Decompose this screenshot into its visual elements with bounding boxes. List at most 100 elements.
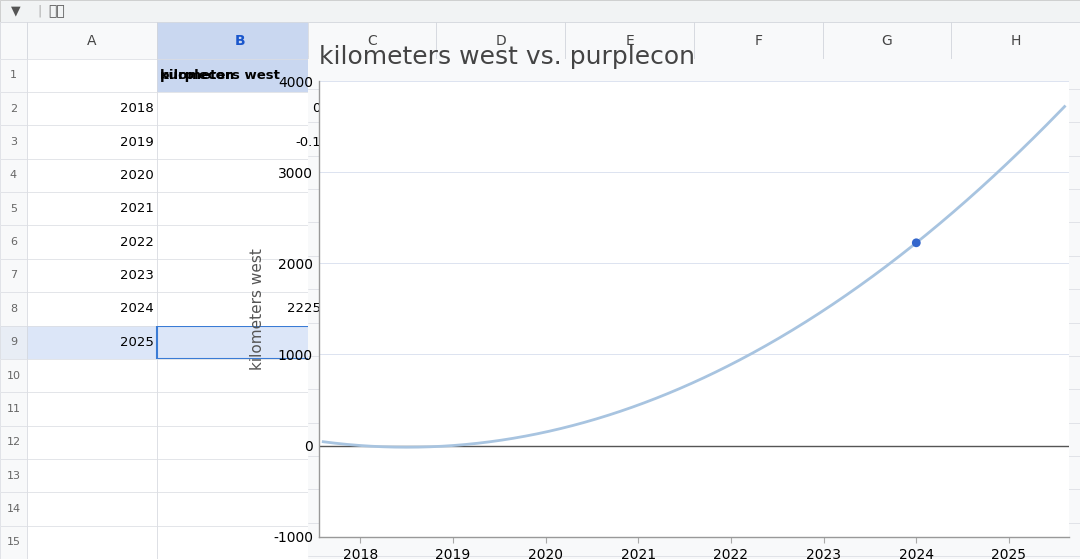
Text: kilometers west: kilometers west <box>160 69 280 82</box>
Text: 15: 15 <box>6 537 21 547</box>
Text: 5: 5 <box>10 204 17 214</box>
Bar <box>157 22 324 59</box>
Bar <box>27 259 157 292</box>
Bar <box>27 225 157 259</box>
Text: 2019: 2019 <box>120 136 153 149</box>
Text: 14: 14 <box>6 504 21 514</box>
Text: C: C <box>367 34 377 48</box>
Text: 7: 7 <box>10 271 17 281</box>
Bar <box>27 392 157 425</box>
Bar <box>0 525 27 559</box>
Bar <box>157 92 324 125</box>
Bar <box>308 92 324 125</box>
Bar <box>308 22 436 59</box>
Text: 0: 0 <box>312 102 321 115</box>
Text: 1: 1 <box>10 70 17 80</box>
Bar <box>308 292 324 325</box>
Text: H: H <box>1011 34 1021 48</box>
Bar <box>0 59 27 92</box>
Text: 6: 6 <box>10 237 17 247</box>
Text: 4: 4 <box>10 170 17 181</box>
Text: 8: 8 <box>10 304 17 314</box>
Text: 2: 2 <box>10 104 17 113</box>
Text: -0.1: -0.1 <box>295 136 321 149</box>
Point <box>907 238 924 247</box>
Bar <box>308 425 324 459</box>
Text: 2021: 2021 <box>120 202 153 215</box>
Bar <box>308 225 324 259</box>
Bar <box>27 459 157 492</box>
Bar <box>951 22 1080 59</box>
Bar <box>157 59 324 92</box>
Bar <box>27 192 157 225</box>
Text: 2024: 2024 <box>120 302 153 315</box>
Text: F: F <box>754 34 762 48</box>
Text: A: A <box>87 34 96 48</box>
Bar <box>27 22 157 59</box>
Text: 9: 9 <box>10 337 17 347</box>
Bar <box>157 525 324 559</box>
Bar <box>0 159 27 192</box>
Bar <box>308 392 324 425</box>
Bar <box>0 492 27 525</box>
Bar <box>157 292 324 325</box>
Text: 2020: 2020 <box>120 169 153 182</box>
Bar <box>27 525 157 559</box>
Bar <box>157 159 324 192</box>
Bar <box>157 259 324 292</box>
Bar <box>27 325 157 359</box>
Text: kilometers west vs. purplecon: kilometers west vs. purplecon <box>319 45 694 69</box>
Bar <box>308 459 324 492</box>
Text: G: G <box>881 34 892 48</box>
Bar <box>0 459 27 492</box>
Text: D: D <box>496 34 507 48</box>
Bar <box>565 22 693 59</box>
Bar <box>0 125 27 159</box>
Bar <box>0 192 27 225</box>
Text: 11: 11 <box>6 404 21 414</box>
Bar <box>157 359 324 392</box>
Text: purplecon: purplecon <box>160 69 235 82</box>
Bar <box>0 359 27 392</box>
Bar <box>157 425 324 459</box>
Bar <box>0 225 27 259</box>
Bar <box>27 159 157 192</box>
Bar <box>308 22 324 59</box>
Text: 2023: 2023 <box>120 269 153 282</box>
Bar <box>27 492 157 525</box>
Bar <box>308 259 324 292</box>
Bar <box>0 425 27 459</box>
Bar <box>0 92 27 125</box>
Bar <box>27 359 157 392</box>
Bar <box>308 359 324 392</box>
Text: 2025: 2025 <box>120 336 153 349</box>
Bar <box>693 22 823 59</box>
Bar <box>157 125 324 159</box>
Text: 2018: 2018 <box>120 102 153 115</box>
Bar <box>308 159 324 192</box>
Bar <box>157 392 324 425</box>
Bar <box>308 59 324 92</box>
Bar <box>27 125 157 159</box>
Bar <box>0 325 27 359</box>
Text: 2225: 2225 <box>287 302 321 315</box>
Text: 12: 12 <box>6 437 21 447</box>
Bar <box>157 225 324 259</box>
Bar <box>27 92 157 125</box>
Bar <box>157 325 324 359</box>
Bar <box>308 325 324 359</box>
Bar <box>0 22 27 59</box>
Bar <box>0 292 27 325</box>
Bar <box>308 125 324 159</box>
Text: 13: 13 <box>6 471 21 481</box>
Text: ▼: ▼ <box>11 4 21 18</box>
Bar <box>308 192 324 225</box>
Bar <box>157 192 324 225</box>
Text: |: | <box>38 4 42 18</box>
Text: 𝑓𝑥: 𝑓𝑥 <box>49 4 66 18</box>
Bar <box>157 492 324 525</box>
Bar <box>0 259 27 292</box>
Bar <box>308 525 324 559</box>
Bar <box>0 392 27 425</box>
Text: B: B <box>235 34 245 48</box>
